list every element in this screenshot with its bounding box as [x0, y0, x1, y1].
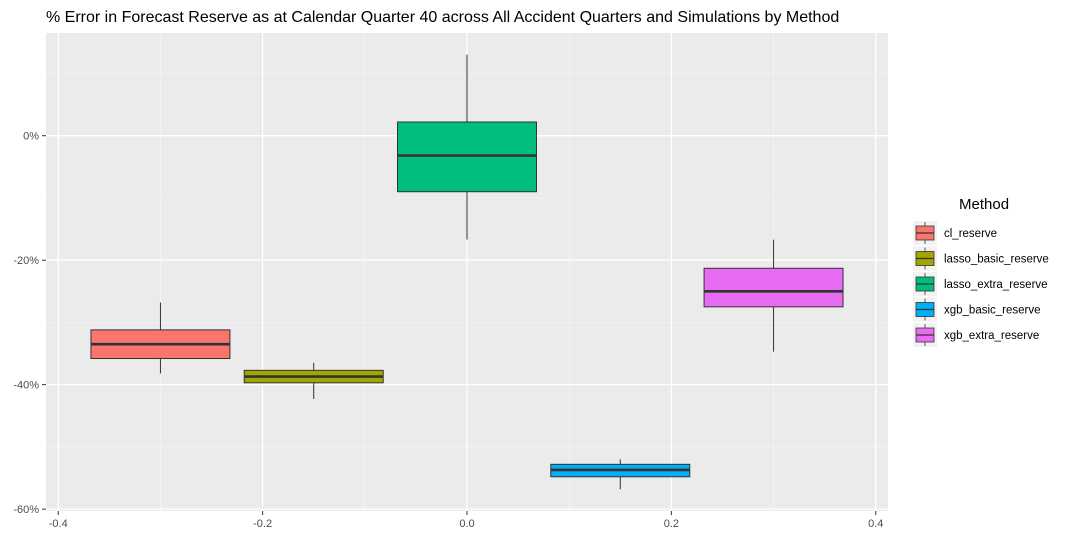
legend-item-xgb-basic-reserve: xgb_basic_reserve: [913, 297, 1041, 322]
box-body: [703, 267, 844, 308]
box-xgb-extra-reserve: [703, 239, 844, 352]
box-cl-reserve: [90, 302, 231, 374]
y-tick-label: -40%: [13, 380, 39, 392]
grid-lines: [46, 33, 888, 511]
legend-item-cl-reserve: cl_reserve: [913, 221, 997, 245]
legend-label: lasso_extra_reserve: [944, 279, 1048, 291]
y-tick-label: -20%: [13, 255, 39, 267]
legend-title: Method: [959, 196, 1009, 213]
x-tick-label: 0.4: [868, 518, 883, 530]
box-series: [90, 54, 844, 490]
x-tick-label: 0.0: [459, 518, 474, 530]
legend-label: lasso_basic_reserve: [944, 254, 1049, 266]
x-tick-label: -0.2: [253, 518, 272, 530]
y-tick-label: -60%: [13, 504, 39, 516]
x-tick-label: -0.4: [49, 518, 68, 530]
box-lasso-extra-reserve: [397, 54, 537, 240]
legend-label: cl_reserve: [944, 228, 997, 240]
legend-label: xgb_basic_reserve: [944, 305, 1041, 317]
box-xgb-basic-reserve: [550, 459, 691, 490]
legend-item-lasso-basic-reserve: lasso_basic_reserve: [913, 246, 1049, 271]
box-lasso-basic-reserve: [243, 362, 384, 399]
legend-label: xgb_extra_reserve: [944, 330, 1039, 342]
y-tick-label: 0%: [23, 131, 39, 143]
x-tick-label: 0.2: [664, 518, 679, 530]
chart-title: % Error in Forecast Reserve as at Calend…: [46, 9, 839, 26]
legend-item-xgb-extra-reserve: xgb_extra_reserve: [913, 323, 1039, 347]
legend: Method cl_reserve lasso_basic_reservelass…: [913, 196, 1049, 347]
legend-item-lasso-extra-reserve: lasso_extra_reserve: [913, 272, 1048, 296]
axes: -0.4 -0.2 0.0 0.2 0.4 -60% -40% -20% 0%: [13, 131, 883, 530]
